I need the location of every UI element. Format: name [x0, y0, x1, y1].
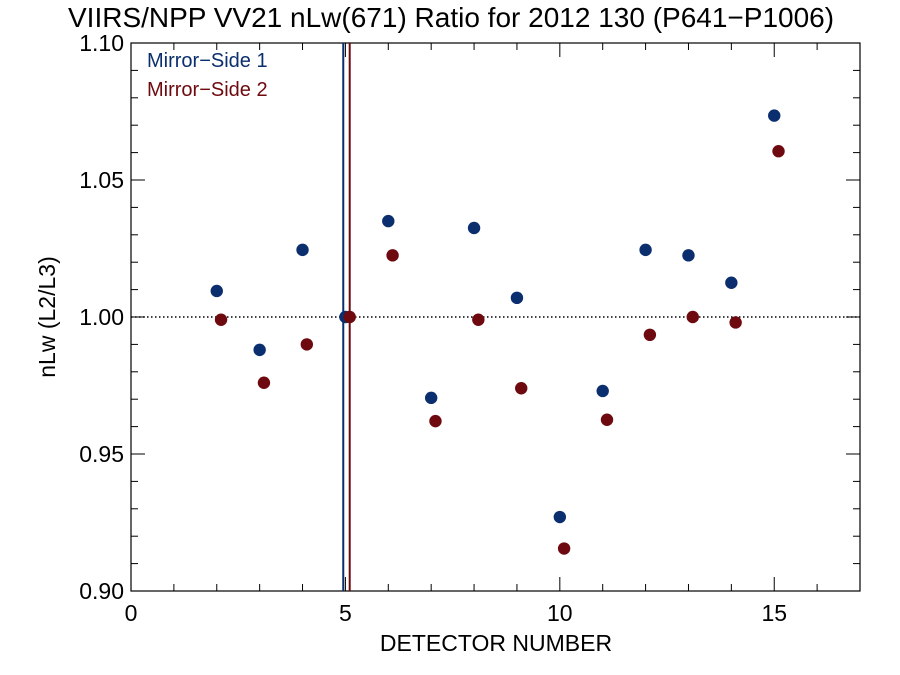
axis-ticks — [130, 42, 861, 592]
point-mirror-side-2 — [429, 414, 442, 428]
point-mirror-side-1 — [510, 291, 524, 305]
point-mirror-side-2 — [643, 328, 657, 342]
y-tick-label: 0.90 — [79, 578, 124, 604]
legend-label-mirror-side-1: Mirror−Side 1 — [147, 50, 268, 72]
point-mirror-side-1 — [553, 510, 567, 524]
tick-labels: 0 5 10 15 0.90 0.95 1.00 1.05 1.10 — [79, 30, 787, 626]
chart-title: VIIRS/NPP VV21 nLw(671) Ratio for 2012 1… — [68, 2, 834, 33]
point-mirror-side-1 — [467, 221, 481, 235]
point-mirror-side-2 — [729, 316, 742, 329]
point-mirror-side-2 — [600, 413, 614, 426]
x-tick-label: 15 — [761, 600, 787, 626]
point-mirror-side-2 — [343, 310, 356, 324]
point-mirror-side-1 — [768, 109, 781, 122]
point-mirror-side-1 — [253, 343, 266, 357]
point-mirror-side-2 — [214, 313, 228, 326]
point-mirror-side-1 — [210, 284, 223, 298]
y-axis-label: nLw (L2/L3) — [34, 256, 60, 377]
legend: Mirror−Side 1 Mirror−Side 2 — [147, 50, 268, 101]
legend-label-mirror-side-2: Mirror−Side 2 — [147, 79, 268, 101]
point-mirror-side-1 — [382, 214, 395, 228]
y-tick-label: 1.10 — [79, 30, 124, 56]
point-mirror-side-2 — [386, 249, 399, 262]
point-mirror-side-1 — [639, 243, 652, 257]
point-mirror-side-2 — [772, 145, 785, 158]
x-tick-label: 10 — [547, 600, 573, 626]
x-tick-label: 0 — [125, 600, 138, 626]
point-mirror-side-2 — [257, 376, 271, 389]
y-tick-label: 1.05 — [79, 167, 124, 193]
data-points — [210, 109, 785, 555]
y-tick-label: 1.00 — [79, 304, 124, 330]
point-mirror-side-2 — [515, 382, 528, 395]
point-mirror-side-1 — [424, 391, 438, 405]
point-mirror-side-2 — [686, 310, 699, 324]
y-tick-label: 0.95 — [79, 441, 124, 467]
x-axis-label: DETECTOR NUMBER — [380, 630, 612, 656]
point-mirror-side-2 — [472, 313, 485, 326]
x-tick-label: 5 — [339, 600, 352, 626]
point-mirror-side-2 — [300, 338, 314, 351]
point-mirror-side-1 — [725, 276, 738, 289]
point-mirror-side-1 — [296, 243, 309, 257]
point-mirror-side-2 — [557, 542, 571, 555]
point-mirror-side-1 — [596, 384, 609, 398]
point-mirror-side-1 — [682, 249, 695, 262]
